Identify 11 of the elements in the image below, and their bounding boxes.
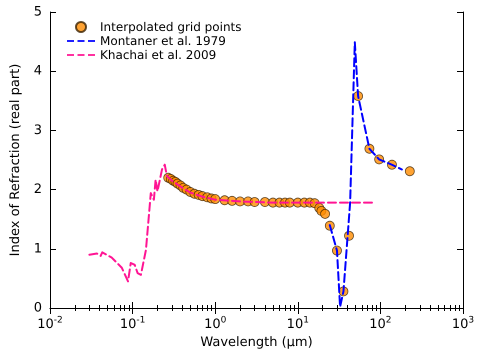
y-tick-label: 4 bbox=[34, 64, 42, 79]
legend-label: Montaner et al. 1979 bbox=[100, 34, 226, 48]
y-tick-label: 3 bbox=[34, 122, 42, 138]
legend-label: Khachai et al. 2009 bbox=[100, 48, 216, 62]
y-tick-label: 2 bbox=[34, 182, 42, 198]
y-tick-label: 0 bbox=[34, 300, 42, 316]
y-axis-title: Index of Refraction (real part) bbox=[8, 64, 23, 256]
y-tick-label: 1 bbox=[34, 241, 42, 256]
x-axis-title: Wavelength (μm) bbox=[200, 334, 313, 350]
legend-label: Interpolated grid points bbox=[100, 20, 242, 34]
y-tick-label: 5 bbox=[34, 4, 42, 20]
